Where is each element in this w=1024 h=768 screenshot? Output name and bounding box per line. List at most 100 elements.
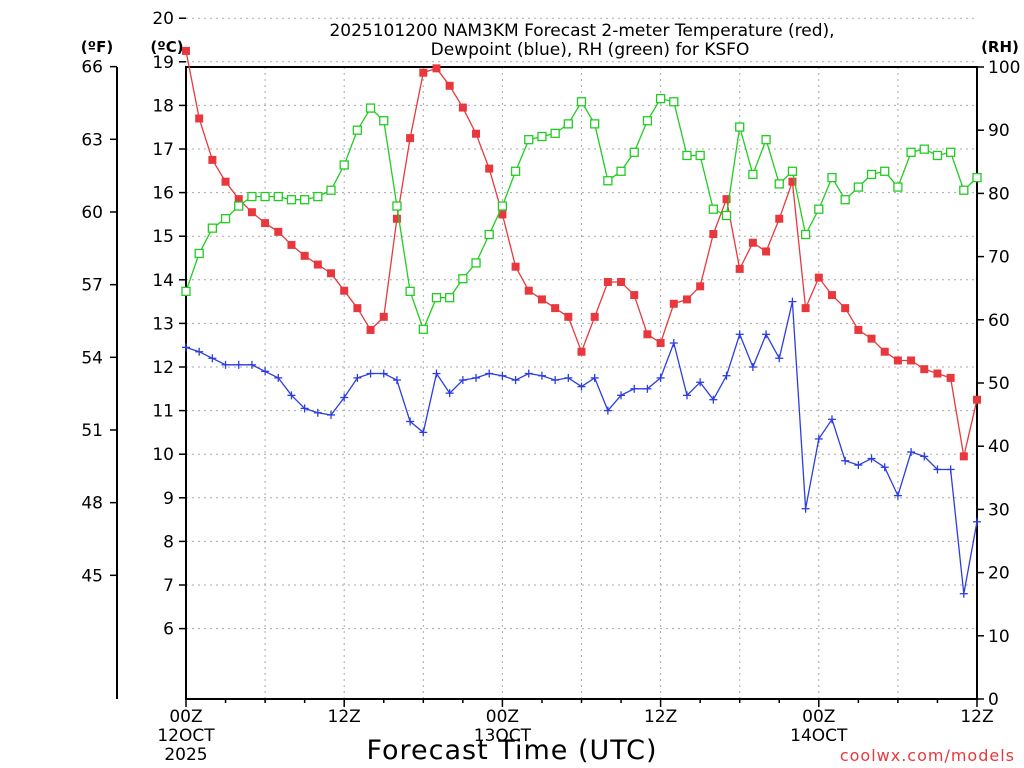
tick-labels: 6 7 8 9 10 11 12 13 14 15 16 17 18 19 20 45 48 51 54 57 60 63… [81,9,1020,765]
temperature-point [511,262,520,271]
credit-text: coolwx.com/models [840,746,1015,765]
dewpoint-point [630,384,639,393]
rh-tick-label: 20 [988,564,1010,584]
dewpoint-point [419,428,428,437]
temperature-point [656,339,665,348]
rh-point [919,144,929,154]
celsius-tick-label: 14 [152,271,174,291]
dewpoint-point [603,406,612,415]
rh-point [972,172,982,183]
rh-point [299,195,310,205]
temperature-point [867,334,876,343]
rh-point [471,258,481,268]
rh-point [853,182,863,192]
dewpoint-point [195,347,204,356]
temperature-point [432,64,441,73]
celsius-tick-label: 19 [152,53,174,73]
dewpoint-point [208,354,217,363]
fahrenheit-tick-label: 57 [81,276,103,296]
rh-point [497,201,508,211]
dewpoint-point [669,339,678,348]
temperature-point [748,238,757,247]
dewpoint-point [353,373,362,382]
celsius-tick-label: 20 [152,9,174,29]
x-tick-label: 00Z [802,707,835,727]
rh-point [735,122,745,132]
dewpoint-point [735,330,744,339]
temperature-point [300,251,309,260]
rh-point [524,135,534,145]
dewpoint-point [762,330,771,339]
temperature-point [234,195,243,204]
dewpoint-point [748,363,757,371]
dewpoint-point [445,389,454,398]
rh-point [181,286,191,297]
temperature-point [669,299,678,308]
fahrenheit-tick-label: 48 [81,494,103,514]
dewpoint-point [696,378,705,387]
rh-point [510,166,521,176]
rh-point [537,131,547,142]
dewpoint-point [617,391,626,400]
dewpoint-point [511,376,520,385]
x-tick-label: 12Z [328,707,361,727]
rh-tick-label: 80 [988,184,1010,204]
dewpoint-point [590,373,599,382]
dewpoint-point [907,448,916,457]
temperature-point [630,291,639,300]
temperature-point [735,264,744,273]
dewpoint-point [933,465,942,474]
rh-point [629,147,639,157]
celsius-tick-label: 15 [152,227,174,247]
celsius-tick-label: 7 [163,576,174,596]
rh-point [379,116,389,126]
x-tick-date-label: 12OCT [157,726,215,746]
dewpoint-point [234,360,243,369]
temperature-point [973,395,981,404]
dewpoint-point [406,417,415,426]
rh-point [418,324,428,334]
temperature-point [603,277,612,286]
fahrenheit-tick-label: 45 [81,566,103,586]
rh-tick-label: 60 [988,311,1010,331]
dewpoint-point [287,391,296,400]
x-tick-label: 00Z [169,707,202,727]
rh-point [234,201,244,211]
dewpoint-point [722,371,731,380]
rh-point [220,214,231,224]
rh-point [655,93,666,104]
rh-point [761,135,771,145]
dewpoint-point [327,410,336,419]
temperature-point [313,260,322,269]
rh-tick-label: 90 [988,121,1010,141]
dewpoint-point [801,504,810,513]
celsius-tick-label: 13 [152,314,174,334]
temperature-point [788,177,797,186]
temperature-point [458,103,467,112]
temperature-point [353,304,362,313]
dewpoint-point [313,408,322,417]
dewpoint-point [920,452,929,461]
rh-tick-label: 0 [988,690,999,710]
rh-tick-label: 40 [988,437,1010,457]
rh-point [313,191,323,202]
fahrenheit-tick-label: 54 [81,348,103,368]
temperature-point [208,155,217,164]
dewpoint-point [392,376,401,385]
celsius-tick-label: 9 [163,489,174,509]
dewpoint-point [656,373,665,382]
rh-unit-label: (RH) [981,38,1019,56]
temperature-point [182,46,190,55]
rh-point [774,179,784,189]
fahrenheit-tick-label: 51 [81,421,103,441]
rh-point [616,166,626,176]
dewpoint-point [775,354,784,363]
rh-point [273,191,283,202]
temperature-point [696,282,705,291]
temperature-point [551,304,560,313]
data-series [181,46,982,598]
celsius-tick-label: 12 [152,358,174,378]
dewpoint-point [524,369,533,378]
temperature-point [801,304,810,313]
